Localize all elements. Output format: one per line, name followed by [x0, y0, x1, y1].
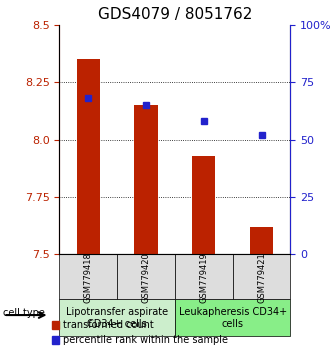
- FancyBboxPatch shape: [59, 299, 175, 336]
- Text: GSM779420: GSM779420: [142, 252, 150, 303]
- Legend: transformed count, percentile rank within the sample: transformed count, percentile rank withi…: [48, 316, 232, 349]
- Bar: [135, 105, 158, 254]
- Text: cell type: cell type: [3, 308, 45, 318]
- Bar: [192, 156, 215, 254]
- FancyBboxPatch shape: [233, 254, 290, 299]
- Text: GSM779421: GSM779421: [257, 252, 266, 303]
- FancyBboxPatch shape: [117, 254, 175, 299]
- Text: GSM779419: GSM779419: [199, 252, 208, 303]
- Title: GDS4079 / 8051762: GDS4079 / 8051762: [98, 7, 252, 22]
- Text: GSM779418: GSM779418: [84, 252, 93, 303]
- Bar: [77, 59, 100, 254]
- FancyBboxPatch shape: [175, 299, 290, 336]
- Text: Leukapheresis CD34+
cells: Leukapheresis CD34+ cells: [179, 308, 287, 329]
- FancyBboxPatch shape: [59, 254, 117, 299]
- FancyBboxPatch shape: [175, 254, 233, 299]
- Text: Lipotransfer aspirate
CD34+ cells: Lipotransfer aspirate CD34+ cells: [66, 308, 168, 329]
- Bar: [250, 227, 273, 254]
